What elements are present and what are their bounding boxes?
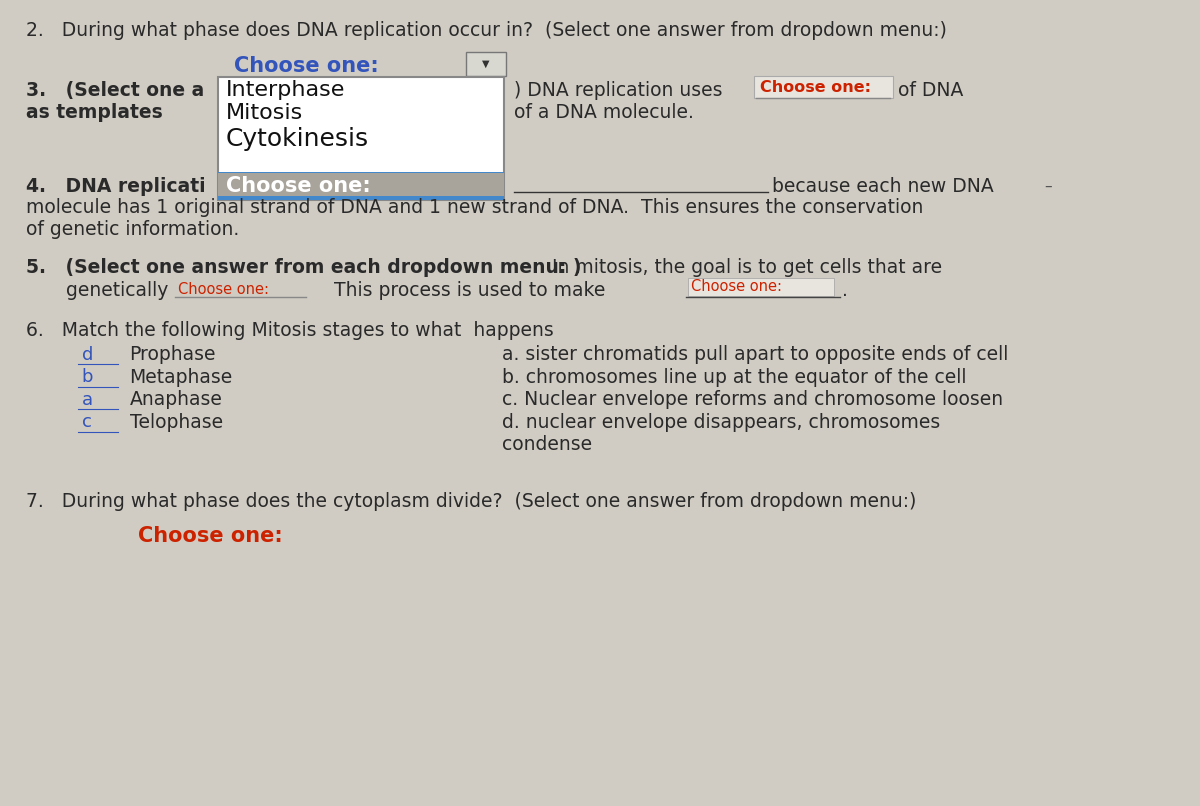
FancyBboxPatch shape: [466, 52, 506, 76]
Text: of a DNA molecule.: of a DNA molecule.: [514, 103, 694, 123]
Text: a. sister chromatids pull apart to opposite ends of cell: a. sister chromatids pull apart to oppos…: [502, 345, 1008, 364]
Text: Choose one:: Choose one:: [691, 280, 782, 294]
Text: a: a: [82, 391, 92, 409]
Text: ) DNA replication uses: ) DNA replication uses: [514, 81, 722, 100]
FancyBboxPatch shape: [218, 77, 504, 200]
Text: Metaphase: Metaphase: [130, 368, 233, 387]
FancyBboxPatch shape: [218, 172, 504, 200]
FancyBboxPatch shape: [688, 278, 834, 296]
Text: Telophase: Telophase: [130, 413, 223, 432]
Text: Choose one:: Choose one:: [226, 177, 371, 196]
Text: genetically: genetically: [66, 280, 174, 300]
Text: Choose one:: Choose one:: [234, 56, 379, 76]
Text: of genetic information.: of genetic information.: [26, 220, 240, 239]
Text: because each new DNA: because each new DNA: [772, 177, 994, 196]
Text: 7.   During what phase does the cytoplasm divide?  (Select one answer from dropd: 7. During what phase does the cytoplasm …: [26, 492, 917, 511]
Text: 5.   (Select one answer from each dropdown menu: ): 5. (Select one answer from each dropdown…: [26, 258, 582, 277]
Text: c: c: [82, 413, 91, 431]
Text: condense: condense: [502, 435, 592, 455]
Text: b: b: [82, 368, 94, 386]
Text: c. Nuclear envelope reforms and chromosome loosen: c. Nuclear envelope reforms and chromoso…: [502, 390, 1003, 409]
Text: d. nuclear envelope disappears, chromosomes: d. nuclear envelope disappears, chromoso…: [502, 413, 940, 432]
Text: b. chromosomes line up at the equator of the cell: b. chromosomes line up at the equator of…: [502, 368, 966, 387]
Text: Interphase: Interphase: [226, 81, 344, 100]
FancyBboxPatch shape: [754, 76, 893, 98]
Text: ▼: ▼: [482, 59, 490, 69]
FancyBboxPatch shape: [218, 173, 504, 196]
Text: d: d: [82, 346, 92, 364]
Text: In mitosis, the goal is to get cells that are: In mitosis, the goal is to get cells tha…: [546, 258, 942, 277]
Text: Anaphase: Anaphase: [130, 390, 222, 409]
Text: molecule has 1 original strand of DNA and 1 new strand of DNA.  This ensures the: molecule has 1 original strand of DNA an…: [26, 198, 924, 218]
Text: Choose one:: Choose one:: [760, 80, 871, 94]
Text: 6.   Match the following Mitosis stages to what  happens: 6. Match the following Mitosis stages to…: [26, 321, 554, 340]
Text: 3.   (Select one a: 3. (Select one a: [26, 81, 205, 100]
Text: Choose one:: Choose one:: [178, 282, 269, 297]
Text: .: .: [842, 280, 848, 300]
Text: as templates: as templates: [26, 103, 163, 123]
Text: 4.   DNA replicati: 4. DNA replicati: [26, 177, 206, 196]
Text: Prophase: Prophase: [130, 345, 216, 364]
Text: –: –: [1044, 179, 1051, 193]
Text: Choose one:: Choose one:: [138, 526, 283, 546]
Text: Cytokinesis: Cytokinesis: [226, 127, 368, 151]
Text: Mitosis: Mitosis: [226, 103, 302, 123]
Text: This process is used to make: This process is used to make: [310, 280, 605, 300]
Text: of DNA: of DNA: [898, 81, 962, 100]
Text: 2.   During what phase does DNA replication occur in?  (Select one answer from d: 2. During what phase does DNA replicatio…: [26, 21, 947, 40]
